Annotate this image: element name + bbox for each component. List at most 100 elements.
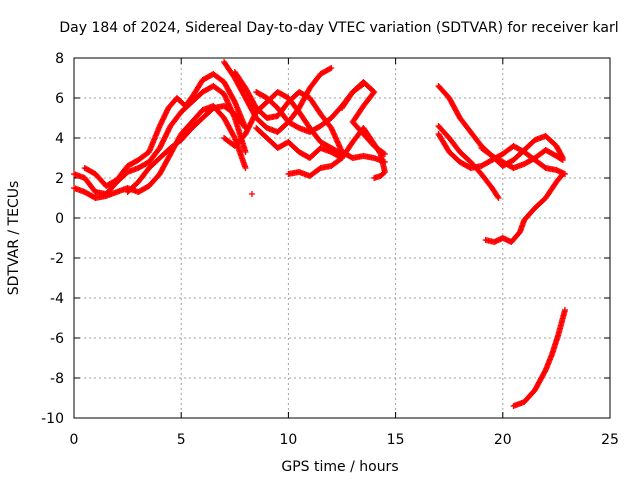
data-point-arc-8-4 bbox=[296, 125, 312, 135]
data-point-arc-16-1 bbox=[491, 235, 505, 245]
data-point-arc-11-5 bbox=[349, 119, 366, 136]
data-point-arc-17-5 bbox=[555, 307, 568, 337]
data-point-arc-1-7 bbox=[146, 146, 162, 165]
data-point-arc-2-8 bbox=[156, 152, 173, 177]
data-point-arc-12-1 bbox=[446, 95, 463, 120]
data-point-arc-6-0 bbox=[231, 69, 248, 90]
data-point-arc-12-9 bbox=[531, 133, 548, 143]
x-tick-label: 25 bbox=[601, 432, 619, 448]
y-tick-label: 0 bbox=[55, 211, 64, 227]
data-point-arc-10-11 bbox=[371, 173, 384, 181]
x-tick-label: 5 bbox=[177, 432, 186, 448]
data-point-arc-4-2 bbox=[146, 156, 162, 171]
data-point-arc-10-5 bbox=[339, 140, 355, 161]
data-point-arc-9-4 bbox=[296, 149, 312, 161]
data-point-arc-13-5 bbox=[489, 185, 502, 201]
data-point-arc-8-0 bbox=[253, 89, 269, 101]
data-point-arc-11-0 bbox=[339, 90, 355, 111]
data-point-arc-15-7 bbox=[553, 153, 566, 163]
data-point-arc-3-14 bbox=[221, 79, 238, 104]
data-point-arc-7-0 bbox=[221, 135, 237, 149]
data-point-arc-5-0 bbox=[221, 59, 237, 80]
data-point-arc-4-7 bbox=[199, 106, 216, 121]
data-point-arc-4-0 bbox=[124, 180, 141, 195]
y-tick-label: -8 bbox=[50, 371, 64, 387]
data-point-arc-2-2 bbox=[92, 193, 108, 201]
data-point-arc-12-0 bbox=[435, 83, 452, 100]
data-point-arc-13-4 bbox=[478, 171, 495, 190]
data-point-arc-17-1 bbox=[521, 388, 537, 405]
data-point-arc-14-2 bbox=[456, 159, 473, 171]
data-point-arc-1-0 bbox=[71, 171, 87, 181]
data-point-arc-7-2 bbox=[242, 110, 259, 137]
y-axis-label: SDTVAR / TECUs bbox=[6, 181, 22, 296]
data-point-arc-9-2 bbox=[274, 139, 291, 151]
data-point-arc-16-8 bbox=[553, 171, 566, 185]
data-point-arc-1-1 bbox=[81, 175, 98, 194]
chart-title: Day 184 of 2024, Sidereal Day-to-day VTE… bbox=[59, 20, 618, 36]
data-point-arc-5-8 bbox=[306, 72, 323, 91]
data-point-arc-17-4 bbox=[549, 332, 562, 357]
data-point-arc-3-10 bbox=[182, 92, 197, 109]
data-point-arc-3-5 bbox=[135, 149, 151, 163]
data-point-arc-5-4 bbox=[263, 125, 280, 135]
data-point-arc-12-2 bbox=[456, 115, 473, 134]
plot-frame bbox=[73, 57, 611, 419]
data-point-arc-7-3 bbox=[253, 100, 269, 115]
data-point-arc-13-2 bbox=[456, 149, 473, 164]
data-point-arc-12-10 bbox=[542, 133, 559, 148]
data-point-arc-11-7 bbox=[371, 143, 388, 157]
data-point-arc-17-0 bbox=[510, 399, 526, 409]
data-point-arc-15-1 bbox=[489, 153, 505, 165]
data-point-arc-6-1 bbox=[242, 85, 259, 110]
axis-ticks bbox=[73, 57, 611, 419]
data-point-arc-1-6 bbox=[135, 159, 151, 171]
y-tick-label: 8 bbox=[55, 51, 64, 67]
data-point-arc-8-3 bbox=[285, 119, 301, 131]
x-tick-label: 10 bbox=[279, 432, 297, 448]
data-point-arc-4-10 bbox=[231, 111, 249, 131]
data-point-arc-2-10 bbox=[178, 120, 194, 137]
gridlines bbox=[74, 58, 610, 418]
data-point-arc-13-0 bbox=[435, 123, 452, 140]
data-point-arc-4-5 bbox=[178, 126, 194, 143]
data-point-arc-6-9 bbox=[328, 125, 345, 154]
data-point-arc-2-14 bbox=[221, 115, 238, 140]
data-point-arc-3-11 bbox=[191, 78, 205, 97]
y-tick-label: 2 bbox=[55, 171, 64, 187]
data-point-arc-3-1 bbox=[92, 171, 109, 188]
data-point-arc-2-7 bbox=[146, 172, 162, 189]
x-tick-label: 0 bbox=[70, 432, 79, 448]
data-point-arc-3-8 bbox=[165, 96, 179, 111]
data-point-arc-5-9 bbox=[317, 65, 335, 77]
data-point-arc-8-7 bbox=[328, 104, 345, 121]
x-tick-label: 15 bbox=[387, 432, 405, 448]
data-point-arc-15-5 bbox=[531, 147, 548, 161]
data-point-arc-7-9 bbox=[317, 139, 334, 151]
data-point-arc-2-1 bbox=[81, 189, 98, 201]
y-tick-label: -10 bbox=[41, 411, 64, 427]
data-point-arc-8-1 bbox=[263, 95, 280, 110]
data-point-arc-17-2 bbox=[531, 368, 549, 393]
data-point-arc-14-6 bbox=[499, 143, 516, 157]
data-point-arc-3-12 bbox=[199, 71, 216, 83]
y-tick-label: 6 bbox=[55, 91, 64, 107]
y-tick-label: -4 bbox=[50, 291, 64, 307]
data-point-arc-2-6 bbox=[135, 183, 151, 195]
data-points bbox=[71, 59, 568, 409]
data-point-isolated bbox=[248, 191, 255, 197]
data-point-arc-11-6 bbox=[360, 131, 377, 148]
y-tick-label: -2 bbox=[50, 251, 64, 267]
data-point-arc-5-3 bbox=[253, 115, 269, 130]
data-point-arc-11-4 bbox=[350, 103, 367, 124]
data-point-arc-14-4 bbox=[478, 157, 494, 169]
data-point-arc-4-4 bbox=[167, 137, 184, 151]
data-point-arc-1-8 bbox=[156, 124, 173, 151]
y-tick-label: 4 bbox=[55, 131, 64, 147]
data-point-arc-10-9 bbox=[377, 151, 388, 174]
data-point-arc-6-7 bbox=[306, 95, 323, 116]
data-point-arc-10-10 bbox=[378, 169, 388, 178]
data-point-arc-11-3 bbox=[361, 89, 378, 108]
data-point-arc-15-6 bbox=[542, 147, 559, 159]
